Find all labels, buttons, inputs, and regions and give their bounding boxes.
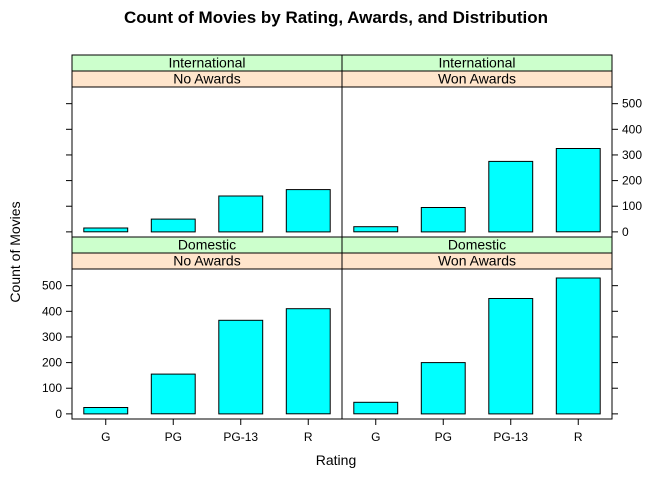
awards-strip-label: No Awards [173,71,240,87]
bar-r [285,189,331,233]
awards-strip-label: Won Awards [438,253,516,269]
y-tick-label: 500 [42,279,62,293]
bar-g [353,226,399,233]
y-tick-label: 500 [622,97,642,111]
bar-pg [420,362,466,415]
x-tick-label: PG-13 [493,430,528,444]
bar-g [83,227,129,233]
panel-frame [341,268,613,420]
y-tick-label: 0 [622,225,629,239]
awards-strip-label: Won Awards [438,71,516,87]
x-tick-label: R [304,430,313,444]
distribution-strip-label: Domestic [178,237,236,253]
bar-pg [420,207,466,233]
bar-pg-13 [218,319,264,415]
bar-pg-13 [488,298,534,415]
x-tick-label: R [574,430,583,444]
bar-r [555,148,601,233]
y-tick-label: 200 [42,356,62,370]
x-axis-title: Rating [316,452,356,468]
chart-title: Count of Movies by Rating, Awards, and D… [124,8,548,27]
bar-r [555,277,601,415]
bar-g [353,401,399,415]
awards-strip-label: No Awards [173,253,240,269]
y-axis-title: Count of Movies [7,201,23,302]
y-tick-label: 200 [622,174,642,188]
distribution-strip-label: Domestic [448,237,506,253]
bar-pg [150,373,196,415]
x-tick-label: PG [435,430,452,444]
x-tick-label: PG [165,430,182,444]
distribution-strip-label: International [438,55,515,71]
y-tick-label: 0 [55,407,62,421]
bar-pg-13 [488,160,534,233]
y-tick-label: 300 [622,148,642,162]
y-tick-label: 400 [622,122,642,136]
distribution-strip-label: International [168,55,245,71]
y-tick-label: 100 [622,199,642,213]
x-tick-label: G [371,430,380,444]
x-tick-label: G [101,430,110,444]
y-tick-label: 400 [42,304,62,318]
bar-g [83,407,129,415]
y-tick-label: 300 [42,330,62,344]
bar-r [285,308,331,415]
bar-pg [150,218,196,233]
x-tick-label: PG-13 [223,430,258,444]
y-tick-label: 100 [42,381,62,395]
bar-pg-13 [218,195,264,233]
